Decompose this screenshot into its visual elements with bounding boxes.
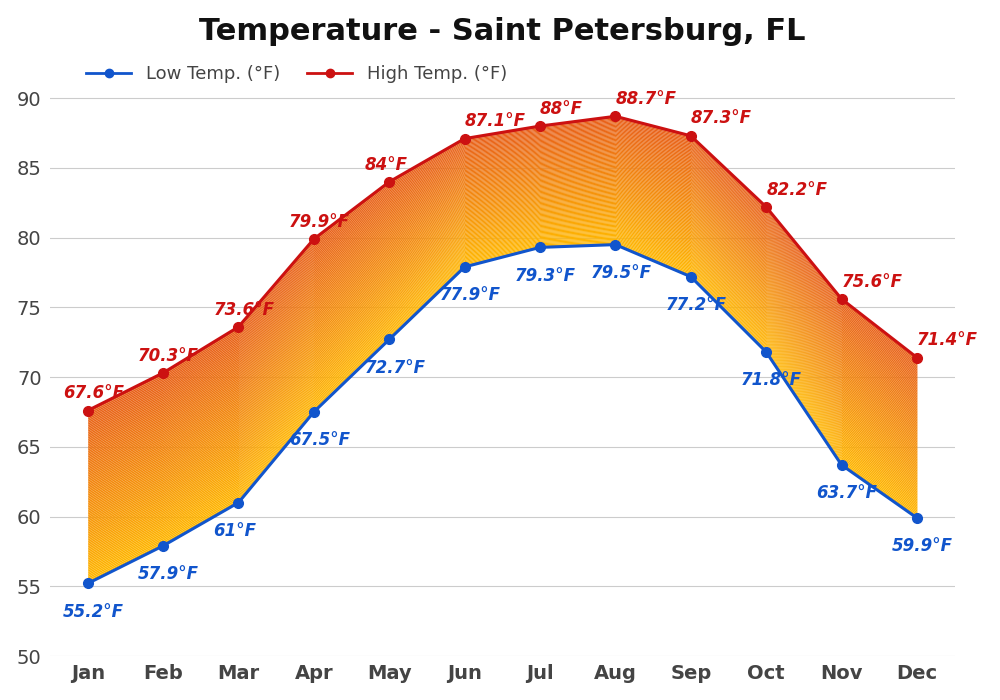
Low Temp. (°F)	[836, 461, 848, 469]
Text: 71.8°F: 71.8°F	[741, 372, 802, 389]
High Temp. (°F)	[308, 234, 320, 243]
Text: 73.6°F: 73.6°F	[213, 300, 274, 318]
Text: 79.9°F: 79.9°F	[289, 213, 350, 231]
Text: 84°F: 84°F	[364, 155, 407, 174]
Text: 79.5°F: 79.5°F	[590, 264, 651, 282]
Text: 79.3°F: 79.3°F	[515, 267, 576, 285]
High Temp. (°F)	[911, 354, 923, 362]
Low Temp. (°F)	[609, 240, 621, 248]
Low Temp. (°F)	[232, 498, 244, 507]
Text: 87.3°F: 87.3°F	[691, 109, 752, 127]
Line: High Temp. (°F): High Temp. (°F)	[83, 111, 922, 415]
Text: 67.5°F: 67.5°F	[289, 431, 350, 449]
Text: 61°F: 61°F	[213, 522, 256, 540]
High Temp. (°F)	[157, 369, 169, 377]
Text: 82.2°F: 82.2°F	[766, 181, 827, 199]
High Temp. (°F)	[383, 178, 395, 186]
Text: 63.7°F: 63.7°F	[817, 484, 878, 503]
Text: 75.6°F: 75.6°F	[842, 273, 903, 290]
Low Temp. (°F)	[760, 348, 772, 356]
Text: 77.9°F: 77.9°F	[440, 286, 501, 304]
Low Temp. (°F)	[157, 542, 169, 550]
Low Temp. (°F)	[308, 407, 320, 416]
Legend: Low Temp. (°F), High Temp. (°F): Low Temp. (°F), High Temp. (°F)	[86, 65, 507, 83]
High Temp. (°F)	[760, 203, 772, 211]
Low Temp. (°F)	[911, 514, 923, 522]
High Temp. (°F)	[232, 323, 244, 331]
High Temp. (°F)	[82, 407, 94, 415]
Text: 77.2°F: 77.2°F	[666, 296, 727, 314]
Text: 88°F: 88°F	[540, 99, 583, 118]
Text: 88.7°F: 88.7°F	[615, 90, 676, 108]
Text: 55.2°F: 55.2°F	[63, 603, 124, 621]
High Temp. (°F)	[836, 295, 848, 303]
Low Temp. (°F)	[534, 243, 546, 251]
Text: 57.9°F: 57.9°F	[138, 566, 199, 583]
Text: 67.6°F: 67.6°F	[63, 384, 124, 402]
Text: 70.3°F: 70.3°F	[138, 346, 199, 365]
Low Temp. (°F)	[685, 272, 697, 281]
Low Temp. (°F)	[82, 580, 94, 588]
High Temp. (°F)	[534, 122, 546, 130]
High Temp. (°F)	[459, 134, 471, 143]
High Temp. (°F)	[609, 112, 621, 120]
Low Temp. (°F)	[383, 335, 395, 344]
Text: 59.9°F: 59.9°F	[892, 538, 953, 555]
Low Temp. (°F)	[459, 262, 471, 271]
Line: Low Temp. (°F): Low Temp. (°F)	[83, 239, 922, 588]
Text: 87.1°F: 87.1°F	[465, 112, 526, 130]
Text: 72.7°F: 72.7°F	[364, 359, 425, 377]
Title: Temperature - Saint Petersburg, FL: Temperature - Saint Petersburg, FL	[199, 17, 806, 46]
Text: 71.4°F: 71.4°F	[917, 331, 978, 349]
High Temp. (°F)	[685, 132, 697, 140]
